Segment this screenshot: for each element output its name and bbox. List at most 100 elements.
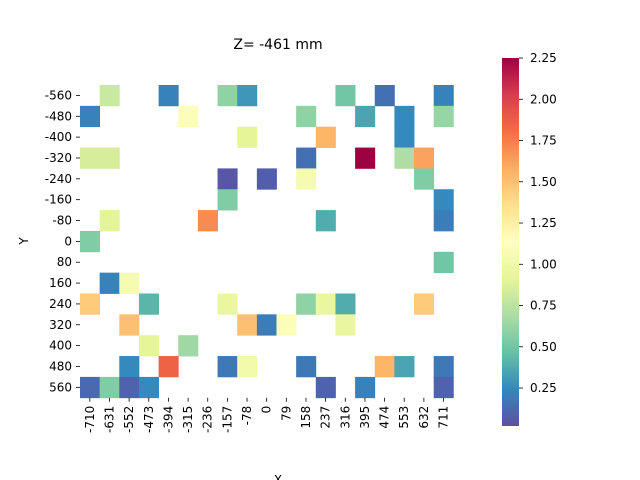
heatmap-cell	[178, 335, 199, 357]
heatmap-cell	[158, 356, 179, 378]
colorbar-tick-label: 2.00	[530, 92, 557, 106]
y-tick-label: -160	[45, 193, 72, 207]
heatmap-cell	[414, 147, 435, 169]
heatmap-cell	[433, 105, 454, 128]
x-tick-label: -473	[142, 406, 156, 433]
heatmap-cell	[335, 293, 356, 315]
y-tick-label: -320	[45, 151, 72, 165]
colorbar-tick-label: 2.25	[530, 51, 557, 65]
heatmap-cell	[217, 293, 238, 315]
heatmap-cell	[119, 376, 140, 399]
heatmap-cell	[217, 85, 238, 107]
heatmap-cell	[296, 168, 317, 190]
heatmap-cell	[433, 189, 454, 211]
heatmap-cell	[374, 356, 395, 378]
heatmap-cell	[80, 105, 101, 128]
heatmap-cell	[138, 293, 159, 315]
y-tick-label: 80	[57, 255, 72, 269]
heatmap-cell	[433, 251, 454, 274]
heatmap-cell	[99, 85, 120, 107]
x-tick-label: -236	[201, 406, 215, 433]
heatmap-cell	[374, 85, 395, 107]
x-tick-label: -710	[83, 406, 97, 433]
heatmap-cell	[138, 335, 159, 357]
heatmap-cell	[355, 376, 376, 399]
heatmap-cell	[80, 376, 101, 399]
heatmap-cell	[433, 85, 454, 107]
heatmap-cell	[237, 356, 258, 378]
x-tick-label: -78	[240, 406, 254, 426]
heatmap-cells	[80, 85, 454, 399]
heatmap-cell	[197, 210, 218, 232]
x-tick-label: 632	[417, 406, 431, 429]
heatmap-cell	[217, 356, 238, 378]
x-tick-label: 0	[260, 406, 274, 414]
colorbar-tick-label: 0.25	[530, 381, 557, 395]
x-tick-label: -552	[122, 406, 136, 433]
y-axis-label: Y	[17, 237, 31, 246]
heatmap-cell	[315, 126, 336, 148]
x-tick-label: 316	[338, 406, 352, 429]
heatmap-cell	[315, 210, 336, 232]
heatmap-cell	[433, 376, 454, 399]
heatmap-cell	[315, 293, 336, 315]
heatmap-cell	[217, 189, 238, 211]
heatmap-cell	[296, 147, 317, 169]
y-axis: -560 -480 -400 -320 -240 -160 -80 0 80 160 240 320 4…	[45, 88, 80, 394]
heatmap-cell	[138, 376, 159, 399]
chart-title: Z= -461 mm	[233, 37, 322, 53]
heatmap-cell	[335, 314, 356, 336]
heatmap-cell	[80, 293, 101, 315]
colorbar-tick-label: 1.75	[530, 134, 557, 148]
heatmap-cell	[119, 356, 140, 378]
colorbar-tick-label: 1.00	[530, 257, 557, 271]
y-tick-label: -80	[52, 214, 72, 228]
y-tick-label: 0	[64, 234, 72, 248]
heatmap-cell	[256, 168, 277, 190]
x-tick-label: 395	[358, 406, 372, 429]
y-tick-label: 320	[49, 318, 72, 332]
colorbar-tick-label: 0.50	[530, 340, 557, 354]
y-tick-label: 240	[49, 297, 72, 311]
heatmap-cell	[119, 314, 140, 336]
x-axis-label: X	[274, 473, 282, 480]
y-tick-label: -240	[45, 172, 72, 186]
y-tick-label: 560	[49, 380, 72, 394]
heatmap-cell	[217, 168, 238, 190]
heatmap-cell	[119, 272, 140, 294]
colorbar-tick-label: 1.50	[530, 175, 557, 189]
x-tick-label: -394	[161, 406, 175, 433]
heatmap-cell	[296, 105, 317, 128]
heatmap-cell	[355, 105, 376, 128]
x-tick-label: 474	[378, 406, 392, 429]
x-tick-label: 237	[319, 406, 333, 429]
heatmap-cell	[394, 147, 415, 169]
x-tick-label: -631	[102, 406, 116, 433]
heatmap-cell	[178, 105, 199, 128]
heatmap-cell	[237, 314, 258, 336]
heatmap-cell	[335, 85, 356, 107]
heatmap-cell	[394, 126, 415, 148]
y-tick-label: -480	[45, 109, 72, 123]
heatmap-cell	[276, 314, 297, 336]
colorbar	[502, 58, 519, 426]
y-tick-label: -400	[45, 130, 72, 144]
heatmap-cell	[355, 147, 376, 169]
x-tick-label: 158	[299, 406, 313, 429]
heatmap-cell	[80, 230, 101, 253]
heatmap-cell	[296, 356, 317, 378]
heatmap-cell	[256, 314, 277, 336]
heatmap-cell	[394, 356, 415, 378]
heatmap-cell	[80, 147, 101, 169]
heatmap-cell	[99, 376, 120, 399]
colorbar-axis: 0.25 0.50 0.75 1.00 1.25 1.50 1.75 2.00 2.25	[519, 51, 557, 395]
heatmap-cell	[315, 376, 336, 399]
y-tick-label: 160	[49, 276, 72, 290]
heatmap-cell	[99, 210, 120, 232]
x-tick-label: -157	[220, 406, 234, 433]
heatmap-cell	[433, 210, 454, 232]
x-axis: -710 -631 -552 -473 -394 -315 -236 -157 -78 0 79 15…	[83, 397, 451, 433]
y-tick-label: -560	[45, 88, 72, 102]
heatmap-cell	[394, 105, 415, 128]
x-tick-label: -315	[181, 406, 195, 433]
